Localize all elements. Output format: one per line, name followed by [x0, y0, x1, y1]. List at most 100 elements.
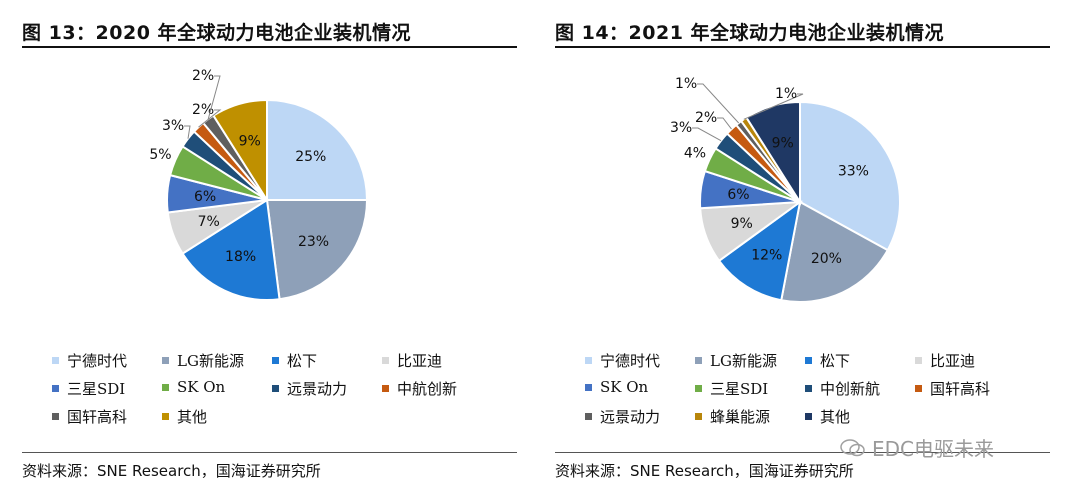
slice-label: 12%: [751, 247, 782, 263]
legend-item: 其他: [162, 406, 207, 427]
legend-item: 三星SDI: [52, 378, 125, 399]
slice-label: 23%: [298, 234, 329, 250]
chat-bubble-icon: [840, 438, 865, 456]
legend-swatch: [52, 357, 59, 364]
source-note: 资料来源：SNE Research，国海证券研究所: [555, 462, 854, 480]
legend-label: LG新能源: [710, 352, 777, 370]
legend-swatch: [695, 413, 702, 420]
slice-label: 5%: [149, 147, 171, 163]
source-note: 资料来源：SNE Research，国海证券研究所: [22, 462, 321, 480]
legend-item: 三星SDI: [695, 378, 768, 399]
slice-label: 20%: [811, 251, 842, 267]
legend-label: 中航创新: [397, 380, 458, 398]
legend-label: 蜂巢能源: [710, 408, 771, 426]
pie-slice: [799, 100, 901, 252]
source-rule: [22, 452, 517, 453]
legend-swatch: [162, 357, 169, 364]
leader-line: [184, 125, 191, 139]
legend-label: 三星SDI: [710, 380, 769, 398]
pie-slice: [266, 98, 369, 201]
leader-line: [717, 117, 732, 130]
legend-label: 宁德时代: [67, 352, 128, 370]
slice-label: 6%: [727, 187, 749, 203]
legend-label: 远景动力: [600, 408, 661, 426]
slice-label: 9%: [239, 134, 261, 150]
legend-swatch: [805, 413, 812, 420]
legend-swatch: [915, 385, 922, 392]
legend-swatch: [805, 357, 812, 364]
leader-line: [743, 93, 804, 120]
legend-swatch: [382, 357, 389, 364]
watermark: EDC电驱未来: [840, 433, 994, 462]
legend-item: 比亚迪: [382, 350, 442, 371]
slice-label: 4%: [684, 146, 706, 162]
slice-label: 9%: [772, 136, 794, 152]
pie-slice: [780, 200, 889, 303]
legend-swatch: [585, 413, 592, 420]
legend-item: 松下: [272, 350, 317, 371]
legend-swatch: [695, 357, 702, 364]
chart-panel-2020: 图 13：2020 年全球动力电池企业装机情况 25% 23% 18% 7% 6% 5% 9…: [22, 0, 542, 500]
slice-label: 25%: [295, 149, 326, 165]
source-rule: [555, 452, 1050, 453]
slice-label: 9%: [731, 216, 753, 232]
legend-item: SK On: [585, 378, 648, 396]
legend-item: 蜂巢能源: [695, 406, 770, 427]
slice-label: 33%: [838, 163, 869, 179]
legend-item: 中航创新: [382, 378, 457, 399]
slice-label: 3%: [162, 118, 184, 134]
legend-label: 三星SDI: [67, 380, 126, 398]
chart-title: 图 13：2020 年全球动力电池企业装机情况: [22, 22, 412, 44]
slice-label: 3%: [670, 120, 692, 136]
pie-slice: [745, 100, 801, 206]
legend-swatch: [915, 357, 922, 364]
legend-item: SK On: [162, 378, 225, 396]
legend-item: 松下: [805, 350, 850, 371]
leader-line: [692, 127, 722, 142]
slice-label: 6%: [194, 189, 216, 205]
legend-label: 松下: [287, 352, 318, 370]
leader-line: [198, 109, 222, 128]
legend-label: 国轩高科: [930, 380, 991, 398]
legend-label: 其他: [820, 408, 851, 426]
legend-swatch: [272, 385, 279, 392]
legend-item: 中创新航: [805, 378, 880, 399]
watermark-text: EDC电驱未来: [872, 437, 995, 461]
slice-label: 1%: [675, 76, 697, 92]
legend-swatch: [585, 383, 592, 391]
legend-label: 其他: [177, 408, 208, 426]
legend-swatch: [382, 385, 389, 392]
legend-label: 远景动力: [287, 380, 348, 398]
legend-label: 松下: [820, 352, 851, 370]
title-rule: [555, 46, 1050, 48]
chart-title: 图 14：2021 年全球动力电池企业装机情况: [555, 22, 945, 44]
legend-label: SK On: [600, 378, 649, 396]
legend-swatch: [272, 357, 279, 364]
legend-swatch: [162, 383, 169, 391]
legend-label: 中创新航: [820, 380, 881, 398]
legend-item: 比亚迪: [915, 350, 975, 371]
pie-slice: [181, 198, 281, 301]
legend-label: 比亚迪: [930, 352, 976, 370]
legend-item: LG新能源: [162, 350, 244, 371]
legend-swatch: [52, 385, 59, 392]
slice-label: 1%: [775, 86, 797, 102]
legend-item: 国轩高科: [52, 406, 127, 427]
title-rule: [22, 46, 517, 48]
legend-item: 宁德时代: [52, 350, 127, 371]
slice-label: 2%: [192, 102, 214, 118]
legend-label: 国轩高科: [67, 408, 128, 426]
slice-label: 18%: [225, 249, 256, 265]
slice-label: 7%: [198, 214, 220, 230]
legend-label: 宁德时代: [600, 352, 661, 370]
legend-swatch: [695, 385, 702, 392]
legend-item: 其他: [805, 406, 850, 427]
slice-label: 2%: [695, 110, 717, 126]
chart-panel-2021: 图 14：2021 年全球动力电池企业装机情况 33% 20% 12% 9% 6% 4% 9…: [555, 0, 1075, 500]
legend-item: LG新能源: [695, 350, 777, 371]
leader-line: [207, 75, 221, 120]
legend-label: 比亚迪: [397, 352, 443, 370]
legend-item: 远景动力: [272, 378, 347, 399]
pie-slice: [717, 199, 802, 302]
legend-label: LG新能源: [177, 352, 244, 370]
